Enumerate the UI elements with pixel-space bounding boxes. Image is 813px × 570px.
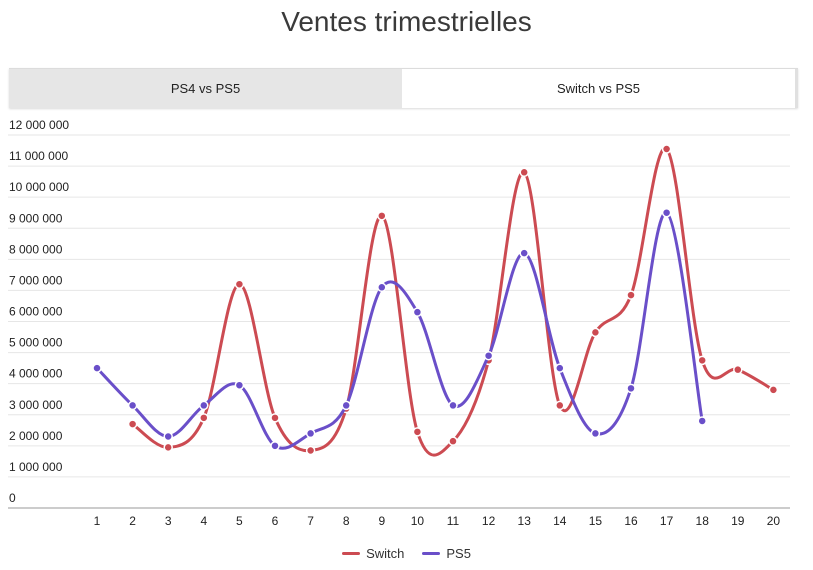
data-point-switch xyxy=(234,279,245,289)
x-tick-label: 18 xyxy=(696,514,710,528)
x-tick-label: 3 xyxy=(165,514,172,528)
data-point-ps5 xyxy=(305,428,316,439)
y-tick-label: 8 000 000 xyxy=(9,242,63,256)
legend-item-ps5[interactable]: PS5 xyxy=(422,546,471,561)
data-point-ps5 xyxy=(234,380,245,390)
data-point-switch xyxy=(768,385,779,395)
y-tick-label: 9 000 000 xyxy=(9,211,63,225)
data-point-switch xyxy=(448,436,458,446)
data-point-ps5 xyxy=(341,400,351,411)
y-tick-label: 3 000 000 xyxy=(9,398,63,412)
data-point-switch xyxy=(555,400,565,411)
x-tick-label: 5 xyxy=(236,514,243,528)
x-tick-label: 1 xyxy=(94,514,101,528)
data-point-switch xyxy=(199,413,209,423)
x-tick-label: 7 xyxy=(307,514,314,528)
data-point-switch xyxy=(163,442,173,453)
x-tick-label: 20 xyxy=(767,514,781,528)
data-point-ps5 xyxy=(555,363,565,373)
data-point-switch xyxy=(305,445,316,456)
data-point-ps5 xyxy=(661,207,672,218)
data-point-switch xyxy=(377,211,387,221)
data-point-ps5 xyxy=(92,363,102,373)
tab-switch-vs-ps5[interactable]: Switch vs PS5 xyxy=(402,69,798,108)
x-tick-label: 2 xyxy=(129,514,136,528)
x-tick-label: 15 xyxy=(589,514,603,528)
x-tick-label: 10 xyxy=(411,514,425,528)
tab-ps4-vs-ps5[interactable]: PS4 vs PS5 xyxy=(9,69,402,108)
data-point-ps5 xyxy=(697,416,707,426)
x-tick-label: 4 xyxy=(200,514,207,528)
legend-swatch-ps5 xyxy=(422,552,441,555)
y-tick-label: 6 000 000 xyxy=(9,305,63,319)
data-point-ps5 xyxy=(270,441,280,451)
x-tick-label: 6 xyxy=(272,514,279,528)
data-point-ps5 xyxy=(483,350,494,361)
legend-swatch-switch xyxy=(342,552,361,555)
data-point-switch xyxy=(661,144,672,154)
data-point-switch xyxy=(412,427,423,437)
data-point-ps5 xyxy=(448,400,458,411)
y-tick-label: 7 000 000 xyxy=(9,273,63,287)
data-point-ps5 xyxy=(127,400,138,411)
data-point-switch xyxy=(270,413,280,423)
series-line-ps5 xyxy=(95,211,704,450)
x-tick-label: 19 xyxy=(731,514,745,528)
y-tick-label: 10 000 000 xyxy=(9,180,69,194)
y-tick-label: 4 000 000 xyxy=(9,367,63,381)
y-tick-label: 11 000 000 xyxy=(9,149,68,163)
x-tick-label: 11 xyxy=(447,514,460,528)
chart-title: Ventes trimestrielles xyxy=(281,6,532,37)
x-tick-label: 16 xyxy=(624,514,638,528)
data-point-ps5 xyxy=(412,307,423,317)
data-point-ps5 xyxy=(626,383,636,394)
data-point-ps5 xyxy=(377,282,387,293)
x-tick-label: 12 xyxy=(482,514,496,528)
data-point-ps5 xyxy=(163,431,173,442)
data-point-switch xyxy=(733,364,743,375)
data-point-switch xyxy=(590,327,601,338)
data-point-switch xyxy=(519,167,529,178)
x-tick-label: 14 xyxy=(553,514,567,528)
x-tick-label: 13 xyxy=(518,514,532,528)
y-tick-label: 1 000 000 xyxy=(9,460,63,474)
y-tick-label: 5 000 000 xyxy=(9,336,63,350)
y-tick-label: 0 xyxy=(9,491,16,505)
data-point-switch xyxy=(697,355,707,366)
data-point-switch xyxy=(626,290,636,300)
chart-legend: Switch PS5 xyxy=(0,546,813,561)
x-tick-label: 9 xyxy=(378,514,385,528)
y-tick-label: 2 000 000 xyxy=(9,429,63,443)
data-point-ps5 xyxy=(590,428,601,439)
data-point-ps5 xyxy=(199,400,209,411)
tab-bar: PS4 vs PS5 Switch vs PS5 xyxy=(9,68,798,108)
x-tick-label: 17 xyxy=(660,514,674,528)
legend-label-switch: Switch xyxy=(366,546,405,561)
legend-item-switch[interactable]: Switch xyxy=(342,546,404,561)
data-point-switch xyxy=(127,419,138,429)
line-chart: 0 1 000 000 2 000 000 3 000 000 4 000 000 5 0… xyxy=(8,120,790,528)
y-tick-label: 12 000 000 xyxy=(9,120,69,132)
data-point-ps5 xyxy=(519,248,529,258)
x-tick-label: 8 xyxy=(343,514,350,528)
legend-label-ps5: PS5 xyxy=(446,546,471,561)
